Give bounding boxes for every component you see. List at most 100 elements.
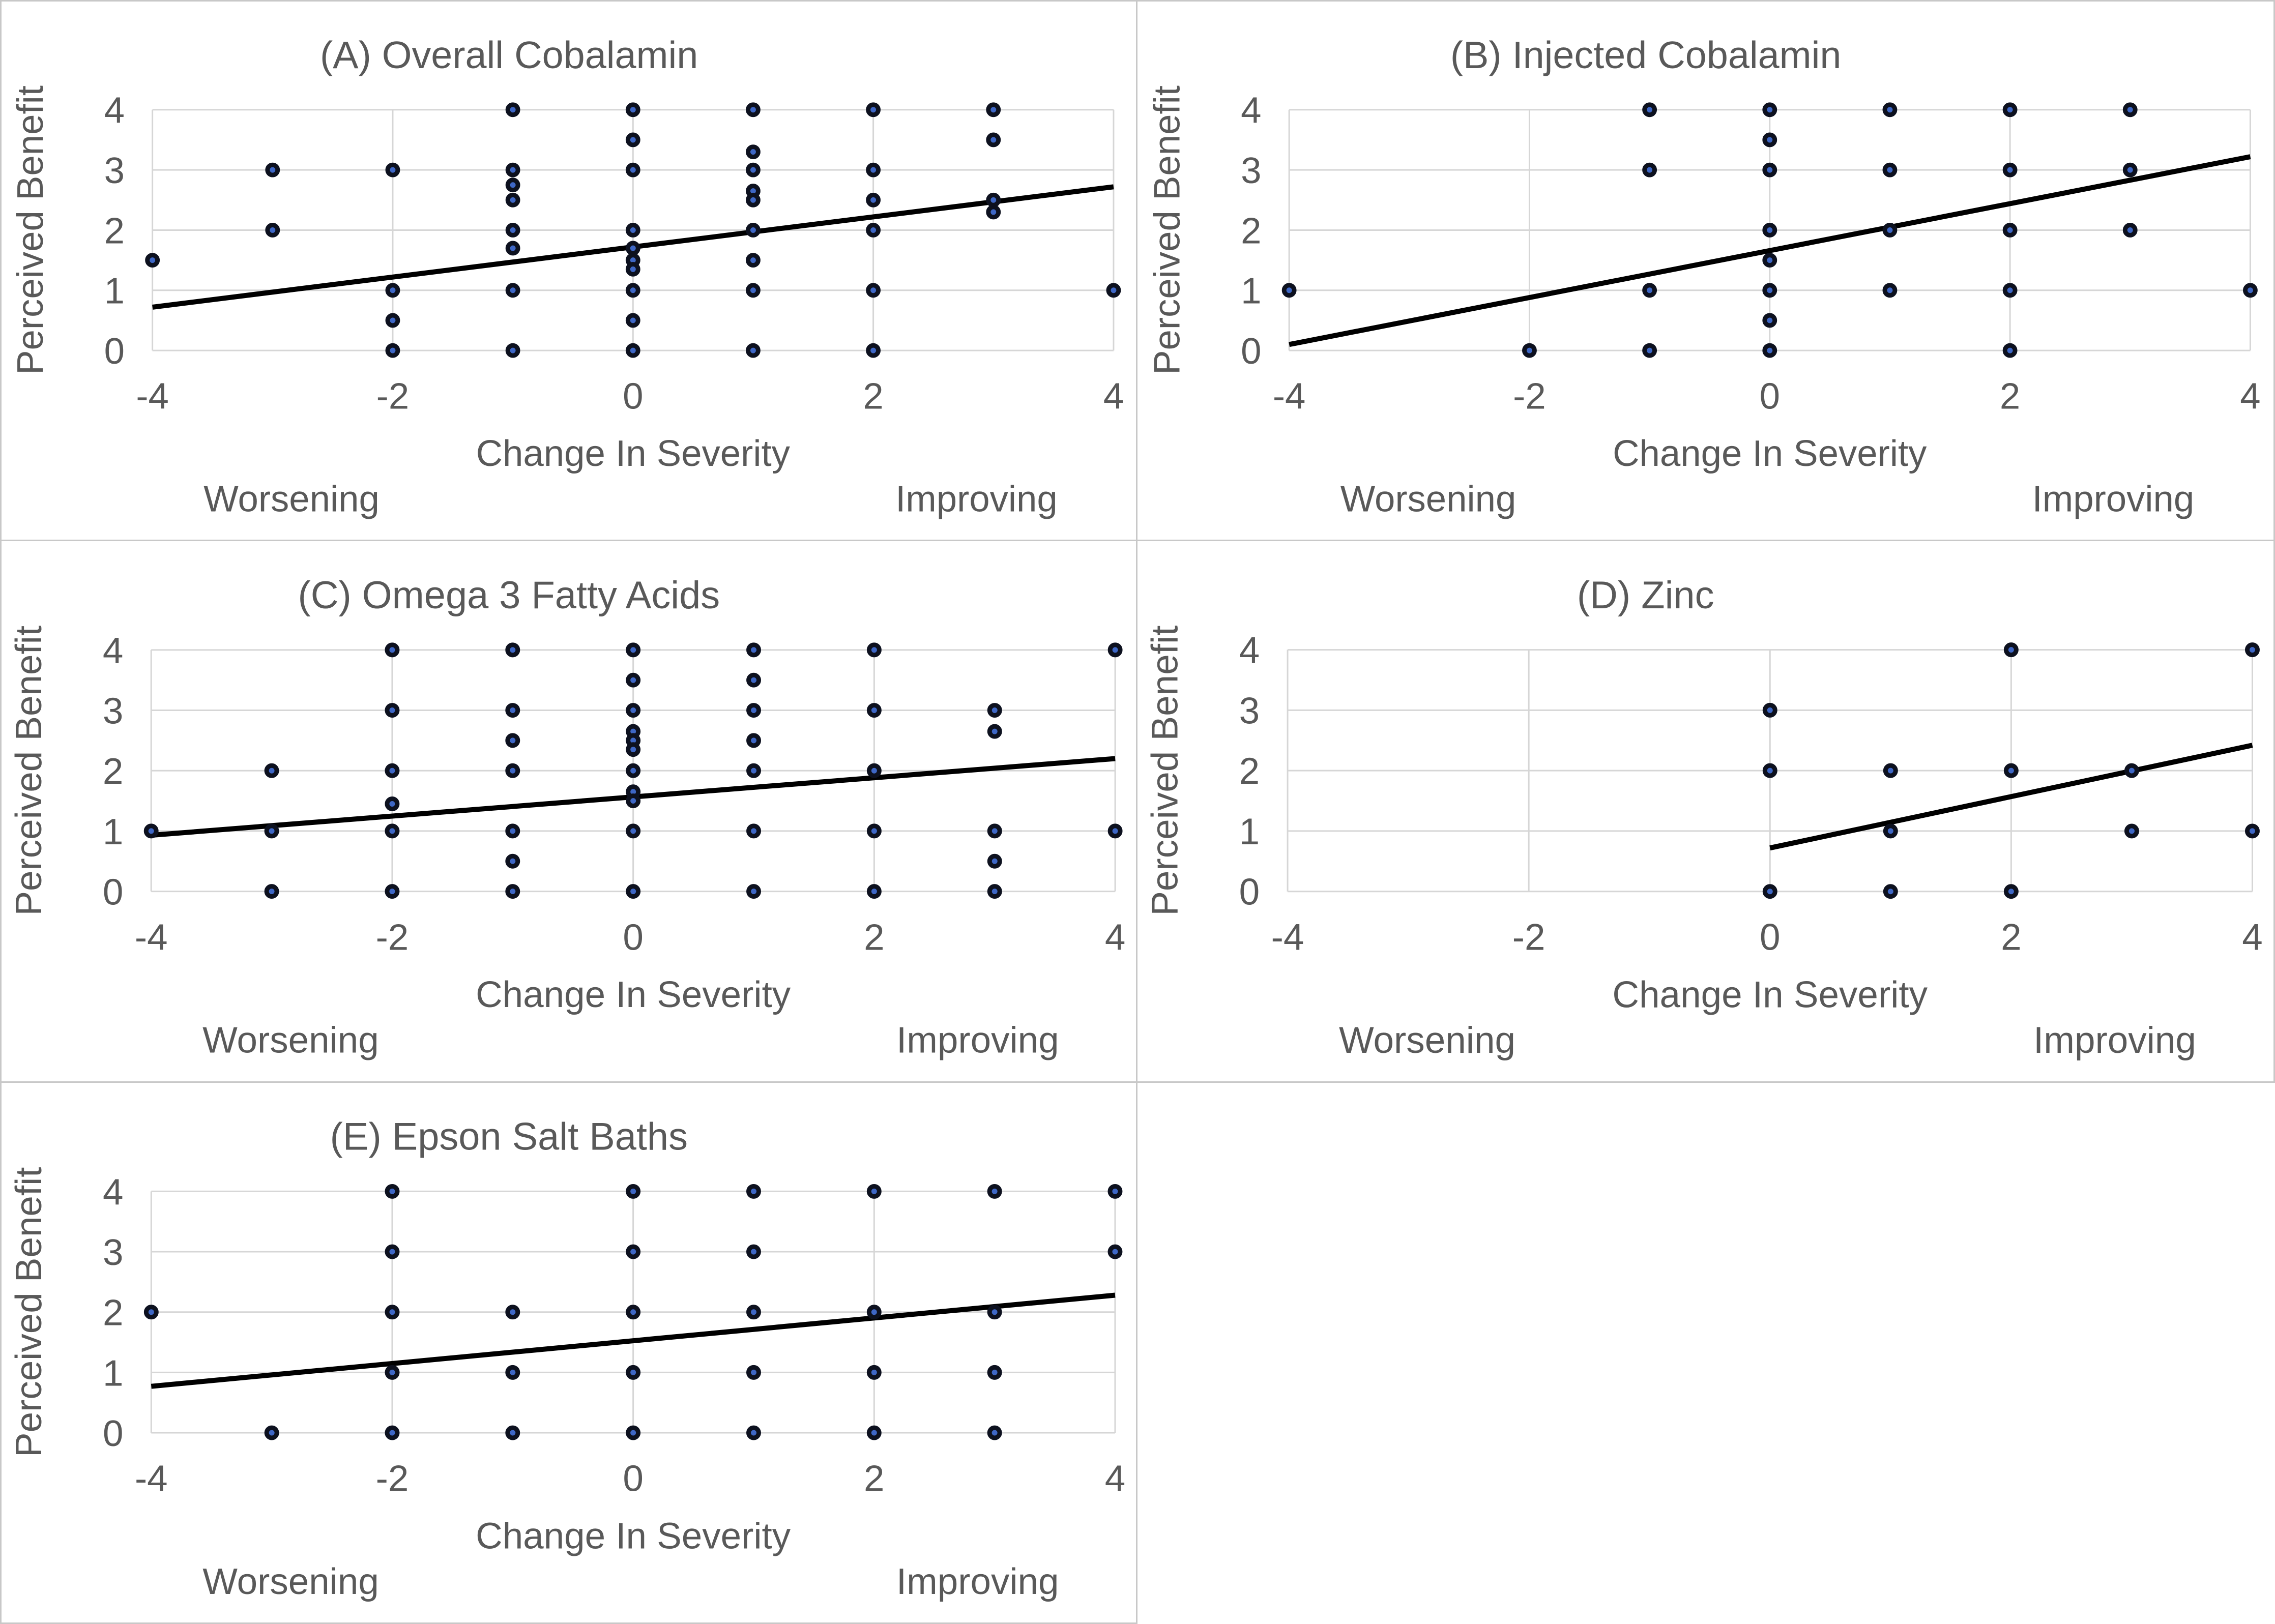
- data-point: [1882, 283, 1898, 298]
- data-point: [2124, 763, 2139, 778]
- x-tick-label: 2: [2001, 917, 2022, 958]
- data-point: [986, 204, 1001, 220]
- data-point: [625, 162, 640, 178]
- data-point: [1883, 763, 1898, 778]
- data-point: [626, 793, 641, 809]
- data-point: [385, 1244, 400, 1259]
- x-tick-label: -2: [1513, 375, 1546, 417]
- chart-title: (A) Overall Cobalamin: [320, 34, 698, 77]
- data-point: [746, 1184, 761, 1199]
- data-point: [2245, 642, 2260, 658]
- improving-label: Improving: [896, 1561, 1059, 1602]
- data-point: [2003, 642, 2019, 658]
- x-tick-label: 4: [2240, 375, 2260, 417]
- data-point: [1522, 343, 1537, 358]
- data-point: [143, 823, 159, 839]
- data-point: [866, 343, 881, 358]
- data-point: [385, 763, 400, 778]
- y-axis-title: Perceived Benefit: [10, 85, 51, 375]
- data-point: [265, 223, 280, 238]
- x-axis-title: Change In Severity: [1613, 433, 1927, 474]
- data-point: [866, 703, 882, 718]
- data-point: [626, 884, 641, 899]
- data-point: [1642, 283, 1657, 298]
- y-tick-label: 2: [103, 1292, 123, 1334]
- data-point: [505, 1305, 520, 1320]
- data-point: [505, 283, 520, 298]
- y-tick-label: 2: [1241, 210, 1261, 251]
- data-point: [2003, 884, 2019, 899]
- data-point: [385, 1365, 400, 1380]
- scatter-plot-zinc: (D) Zinc 0 1 2 3 4 -4 -2 0 2 4 Change In Severity Pe…: [1144, 574, 2263, 1061]
- y-tick-label: 3: [1241, 150, 1261, 191]
- y-tick-label: 1: [104, 271, 125, 312]
- data-point: [987, 724, 1002, 739]
- x-tick-label: 4: [2242, 917, 2263, 958]
- y-tick-label: 0: [103, 872, 123, 913]
- x-tick-label: -4: [1271, 917, 1304, 958]
- data-point: [505, 884, 520, 899]
- data-point: [866, 1425, 882, 1440]
- data-point: [626, 1305, 641, 1320]
- data-point: [986, 132, 1001, 147]
- data-point: [987, 1184, 1002, 1199]
- data-point: [505, 178, 520, 193]
- data-point: [626, 1244, 641, 1259]
- data-point: [626, 642, 641, 658]
- data-point: [626, 703, 641, 718]
- improving-label: Improving: [895, 478, 1058, 519]
- data-point: [1762, 313, 1777, 328]
- data-point: [385, 343, 400, 358]
- chart-title: (B) Injected Cobalamin: [1450, 34, 1842, 77]
- x-tick-label: -4: [1273, 375, 1306, 417]
- data-point: [625, 102, 640, 117]
- worsening-label: Worsening: [202, 1020, 379, 1061]
- data-point: [746, 1365, 761, 1380]
- data-point: [385, 1425, 400, 1440]
- data-point: [505, 102, 520, 117]
- y-tick-label: 2: [1239, 751, 1260, 792]
- data-point: [987, 703, 1002, 718]
- data-point: [746, 672, 761, 688]
- data-point: [385, 796, 400, 811]
- y-tick-label: 1: [103, 811, 123, 852]
- y-tick-label: 4: [1239, 630, 1260, 671]
- data-point: [626, 1184, 641, 1199]
- trend-line: [151, 1292, 1116, 1389]
- data-point: [1762, 132, 1777, 147]
- y-tick-label: 3: [103, 690, 123, 731]
- y-tick-label: 1: [1241, 271, 1261, 312]
- y-axis-title: Perceived Benefit: [1146, 85, 1187, 375]
- x-tick-label: 2: [2000, 375, 2020, 417]
- panel-omega3-fatty-acids: (C) Omega 3 Fatty Acids 0 1 2 3 4 -4 -2 0 2 4 Chang…: [0, 541, 1138, 1083]
- data-point: [264, 1425, 279, 1440]
- x-axis-title: Change In Severity: [476, 1515, 791, 1556]
- data-point: [385, 884, 400, 899]
- data-point: [987, 1365, 1002, 1380]
- data-point: [866, 102, 881, 117]
- x-tick-label: -2: [1512, 917, 1545, 958]
- y-tick-label: 4: [103, 1171, 123, 1213]
- data-point: [987, 1425, 1002, 1440]
- x-tick-label: 0: [623, 375, 643, 417]
- data-point: [1882, 223, 1898, 238]
- data-point: [626, 1365, 641, 1380]
- data-point: [505, 763, 520, 778]
- data-point: [385, 823, 400, 839]
- y-tick-label: 0: [103, 1413, 123, 1454]
- data-point: [2122, 102, 2138, 117]
- x-tick-label: 0: [1760, 375, 1780, 417]
- data-point: [1762, 162, 1777, 178]
- data-point: [746, 102, 761, 117]
- data-point: [1883, 884, 1898, 899]
- improving-label: Improving: [896, 1020, 1059, 1061]
- data-point: [505, 642, 520, 658]
- data-point: [2243, 283, 2258, 298]
- data-point: [264, 763, 279, 778]
- panel-epson-salt-baths: (E) Epson Salt Baths 0 1 2 3 4 -4 -2 0 2 4 Change I…: [0, 1083, 1138, 1624]
- chart-title: (D) Zinc: [1577, 574, 1714, 617]
- data-point: [746, 253, 761, 268]
- data-point: [505, 192, 520, 208]
- data-point: [1762, 102, 1777, 117]
